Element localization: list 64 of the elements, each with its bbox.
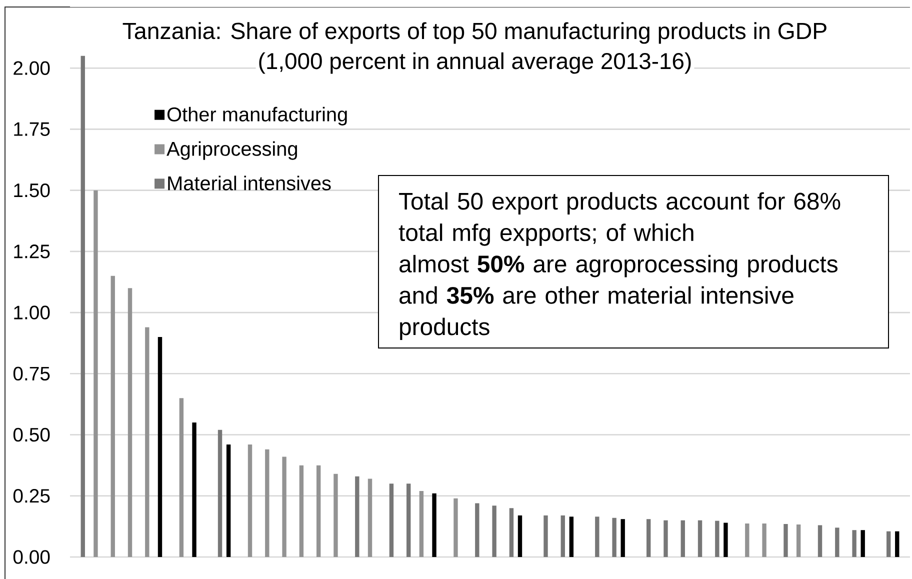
bar <box>128 288 132 557</box>
bar <box>852 530 856 557</box>
y-tick-label: 1.50 <box>14 183 50 198</box>
bar <box>560 515 565 557</box>
bar <box>715 520 720 557</box>
bar <box>316 465 321 557</box>
bar <box>492 506 496 557</box>
y-tick-label: 1.75 <box>14 122 50 136</box>
bar <box>282 456 286 557</box>
bar <box>218 430 222 557</box>
bar <box>454 498 458 557</box>
bar <box>762 523 766 557</box>
y-tick-label: 2.00 <box>14 61 50 75</box>
bar <box>784 524 788 557</box>
bar <box>646 519 651 557</box>
bar <box>248 444 252 557</box>
bar <box>110 276 115 557</box>
bar <box>179 398 184 557</box>
legend-label: Agriprocessing <box>166 141 298 160</box>
bar <box>698 520 702 557</box>
bar <box>796 524 801 557</box>
bar <box>818 525 822 557</box>
bar <box>192 422 196 557</box>
bar <box>835 528 840 557</box>
bar <box>389 484 394 557</box>
bar <box>569 516 574 557</box>
bar <box>680 520 685 557</box>
legend-label: Other manufacturing <box>167 106 347 126</box>
bar <box>895 531 900 557</box>
bar <box>145 327 150 557</box>
bar <box>664 520 668 557</box>
y-tick-label: 0.00 <box>13 550 50 564</box>
y-tick-label: 0.75 <box>13 366 50 381</box>
bar <box>886 531 891 557</box>
bar <box>299 465 304 557</box>
legend-label: Material intensives <box>168 176 331 190</box>
bar <box>595 516 600 557</box>
bar <box>406 484 411 557</box>
bar <box>860 530 865 557</box>
text: Tanzania: Share of exports of top 50 manufacturing products in GDP <box>122 22 826 44</box>
bar <box>544 515 548 557</box>
bar <box>745 523 750 557</box>
bar <box>620 519 625 557</box>
bar <box>80 56 85 557</box>
text: (1,000 percent in annual average 2013-16) <box>259 52 691 74</box>
bar <box>226 444 231 557</box>
y-tick-label: 0.25 <box>13 489 50 503</box>
y-tick-label: 0.50 <box>13 428 50 442</box>
bar <box>518 515 522 557</box>
bar <box>265 449 270 557</box>
bar <box>419 490 424 557</box>
bar <box>355 476 360 557</box>
bar <box>612 518 616 557</box>
bar <box>158 336 162 557</box>
y-tick-label: 1.00 <box>14 306 50 320</box>
bar <box>724 522 728 557</box>
bar <box>368 478 372 557</box>
text: almost 50% are agroprocessing products and 35% are other material intensive products <box>400 254 838 340</box>
bar <box>509 508 514 557</box>
y-tick-label: 1.25 <box>14 244 50 258</box>
bar <box>334 474 338 557</box>
bar <box>94 190 98 557</box>
bar <box>475 503 480 557</box>
bar <box>432 493 436 557</box>
